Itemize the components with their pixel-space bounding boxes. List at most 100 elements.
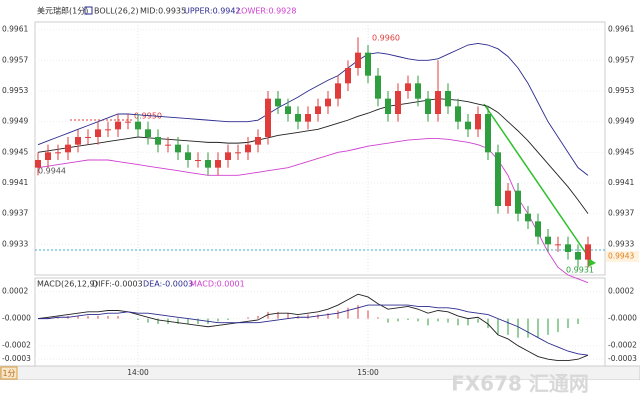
trend-line [483, 103, 593, 263]
period-box[interactable] [0, 366, 18, 380]
candle-body [345, 68, 351, 84]
candle-body [415, 83, 421, 99]
footer [0, 380, 640, 400]
y-tick-label: 0.9949 [608, 117, 634, 126]
candle-body [555, 244, 561, 246]
candle-body [75, 137, 81, 145]
candle-body [165, 144, 171, 146]
watermark: FX678 汇通网 [451, 372, 589, 396]
macd-title: MACD(26,12,9) [37, 280, 98, 289]
dea-value: DEA:-0.0003 [143, 280, 193, 289]
y-tick-label: -0.0003 [608, 354, 637, 363]
annotation: 0.9944 [38, 167, 66, 176]
y-tick-label: 0.9937 [2, 209, 28, 218]
candle-body [375, 75, 381, 99]
candle-body [525, 213, 531, 222]
candle-body [365, 52, 371, 76]
y-tick-label: 0.9945 [2, 147, 28, 156]
candle-body [135, 121, 141, 130]
candle-body [155, 137, 161, 145]
upper-value: UPPER:0.9942 [184, 7, 241, 16]
y-tick-label: 0.9961 [608, 25, 634, 34]
y-tick-label: -0.0002 [608, 341, 637, 350]
candle-body [285, 106, 291, 114]
candle-body [475, 114, 481, 130]
candle-body [45, 152, 51, 160]
candle-body [65, 144, 71, 153]
price-panel [34, 21, 606, 276]
candle-body [225, 152, 231, 160]
y-tick-label: 0.0002 [2, 287, 28, 296]
line [37, 43, 589, 176]
line [37, 98, 589, 214]
candle-body [195, 160, 201, 161]
y-tick-label: 0.9957 [2, 55, 28, 64]
candle-body [405, 83, 411, 91]
lower-value: LOWER:0.9928 [237, 7, 296, 16]
candle-body [455, 106, 461, 122]
candle-body [435, 91, 441, 114]
candle-body [425, 98, 431, 114]
candle-body [125, 121, 131, 123]
candle-body [295, 114, 301, 122]
candle-body [495, 152, 501, 206]
diff-value: DIFF:-0.0003 [92, 280, 143, 289]
indicator: BOLL(26,2) [94, 7, 139, 16]
candle-body [275, 98, 281, 107]
period[interactable]: 1分 [2, 369, 15, 378]
candle-body [395, 91, 401, 114]
candle-body [145, 129, 151, 137]
y-tick-label: 0.9941 [2, 178, 28, 187]
y-tick-label: 0.9933 [2, 239, 28, 248]
candle-body [575, 252, 581, 260]
macd-value: MACD:0.0001 [190, 280, 245, 289]
candle-body [85, 137, 91, 138]
y-tick-label: 0.0002 [608, 287, 634, 296]
last-price-box [606, 251, 639, 262]
candle-body [235, 152, 241, 154]
candle-body [305, 114, 311, 122]
y-tick-label: -0.0003 [2, 354, 31, 363]
candle-body [485, 114, 491, 153]
y-tick-label: -0.0000 [2, 314, 31, 323]
title: 美元瑞郎(1分) [37, 6, 88, 16]
last-price: 0.9943 [608, 252, 634, 261]
annotation: 0.9931 [566, 266, 594, 275]
y-tick-label: -0.0000 [608, 314, 637, 323]
candle-body [265, 98, 271, 137]
candle-body [175, 144, 181, 153]
candle-body [515, 190, 521, 214]
candle-body [445, 91, 451, 107]
candle-body [245, 144, 251, 153]
candle-body [55, 152, 61, 154]
candle-body [335, 83, 341, 99]
y-tick-label: 0.9945 [608, 147, 634, 156]
candle-body [215, 160, 221, 168]
y-tick-label: 0.9933 [608, 239, 634, 248]
candle-body [315, 106, 321, 114]
candle-body [255, 137, 261, 145]
candle-body [205, 160, 211, 168]
candle-body [115, 121, 121, 130]
candle-body [535, 221, 541, 237]
candle-body [505, 190, 511, 206]
mid-value: MID:0.9935 [140, 7, 186, 16]
candle-body [95, 129, 101, 137]
candle-body [355, 52, 361, 68]
y-tick-label: 0.9953 [2, 86, 28, 95]
y-tick-label: 0.9949 [2, 117, 28, 126]
y-tick-label: 0.9961 [2, 25, 28, 34]
candle-body [325, 98, 331, 107]
candle-body [185, 152, 191, 160]
candle-body [465, 121, 471, 130]
y-tick-label: -0.0002 [2, 341, 31, 350]
x-tick-label: 14:00 [127, 368, 149, 377]
candle-body [545, 236, 551, 245]
candle-body [565, 244, 571, 252]
x-tick-label: 15:00 [357, 368, 379, 377]
y-tick-label: 0.9937 [608, 209, 634, 218]
annotation: 0.9960 [372, 34, 400, 43]
candle-body [585, 244, 591, 260]
